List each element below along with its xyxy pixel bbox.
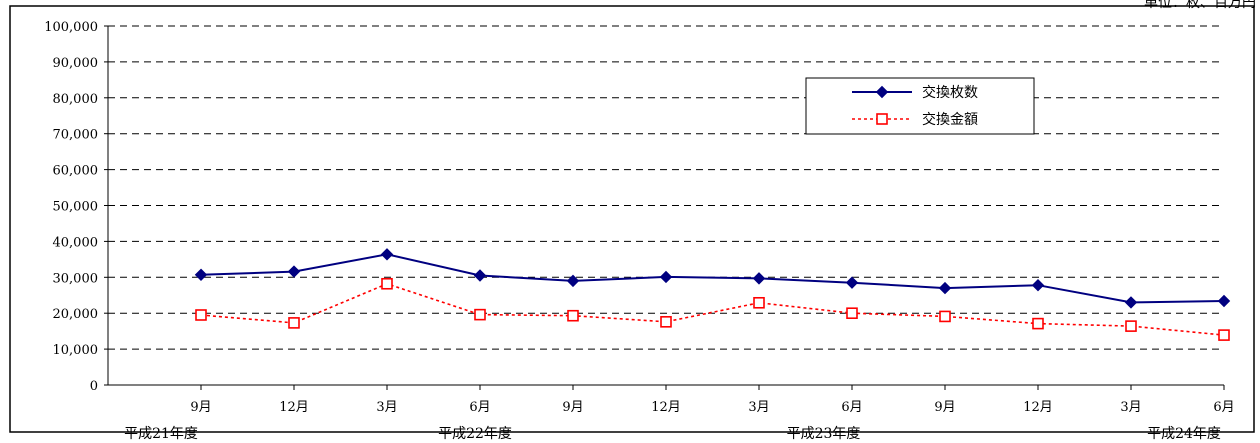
data-point-marker	[195, 309, 207, 321]
y-tick-label: 80,000	[53, 92, 99, 107]
x-tick-label: 3月	[376, 400, 397, 415]
data-point-marker	[566, 274, 580, 288]
y-tick-label: 60,000	[53, 164, 99, 179]
data-point-marker	[752, 272, 766, 285]
y-tick-label: 20,000	[53, 307, 99, 322]
x-tick-label: 12月	[1023, 400, 1053, 415]
fiscal-year-label: 平成24年度	[1147, 426, 1221, 442]
fiscal-year-label: 平成23年度	[787, 426, 861, 442]
data-point-marker	[567, 309, 579, 322]
axes: 0 10,000 20,000 30,000 40,000 50,000 60,000 70,…	[44, 20, 1234, 442]
data-point-marker	[381, 277, 393, 290]
data-point-marker	[660, 316, 672, 328]
data-point-marker	[1031, 278, 1045, 292]
data-point-marker	[287, 265, 301, 278]
legend-box	[805, 77, 1035, 135]
legend-marker	[876, 113, 888, 125]
legend-label: 交換金額	[922, 111, 978, 128]
x-tick-label: 9月	[190, 400, 211, 415]
data-point-marker	[846, 307, 858, 320]
data-point-marker	[938, 281, 952, 295]
fiscal-year-label: 平成21年度	[124, 426, 198, 442]
fiscal-year-label: 平成22年度	[438, 426, 512, 442]
x-tick-label: 6月	[469, 400, 490, 415]
series-line	[200, 253, 1225, 304]
data-point-marker	[1217, 294, 1231, 308]
data-point-marker	[1032, 317, 1044, 330]
y-tick-label: 50,000	[53, 200, 99, 215]
legend-label: 交換枚数	[922, 84, 978, 101]
data-point-marker	[1124, 296, 1138, 309]
data-point-marker	[845, 276, 859, 289]
data-point-marker	[473, 269, 487, 282]
y-tick-label: 70,000	[53, 128, 99, 143]
y-tick-label: 10,000	[53, 343, 99, 358]
x-tick-label: 12月	[279, 400, 309, 415]
x-tick-label: 9月	[562, 400, 583, 415]
data-point-marker	[939, 310, 951, 323]
data-point-marker	[474, 308, 486, 321]
y-tick-label: 100,000	[44, 20, 98, 35]
x-tick-label: 3月	[748, 400, 769, 415]
data-point-marker	[380, 248, 394, 261]
y-tick-label: 30,000	[53, 271, 99, 286]
y-tick-label: 40,000	[53, 235, 99, 250]
x-tick-label: 3月	[1120, 400, 1141, 415]
series-exchange-count	[194, 248, 1231, 309]
data-point-marker	[1218, 329, 1230, 341]
gridlines	[108, 25, 1224, 350]
chart-frame	[9, 5, 1255, 433]
data-point-marker	[288, 317, 300, 329]
data-point-marker	[659, 270, 673, 284]
series-group	[194, 248, 1231, 341]
data-point-marker	[1125, 320, 1137, 332]
x-tick-label: 9月	[934, 400, 955, 415]
data-point-marker	[753, 296, 765, 309]
x-tick-label: 12月	[651, 400, 681, 415]
series-exchange-amount	[195, 277, 1230, 341]
y-tick-label: 0	[90, 379, 98, 394]
data-point-marker	[194, 268, 208, 281]
x-tick-label: 6月	[1213, 400, 1234, 415]
y-tick-label: 90,000	[53, 56, 99, 71]
legend-marker	[875, 85, 889, 99]
x-tick-label: 6月	[841, 400, 862, 415]
